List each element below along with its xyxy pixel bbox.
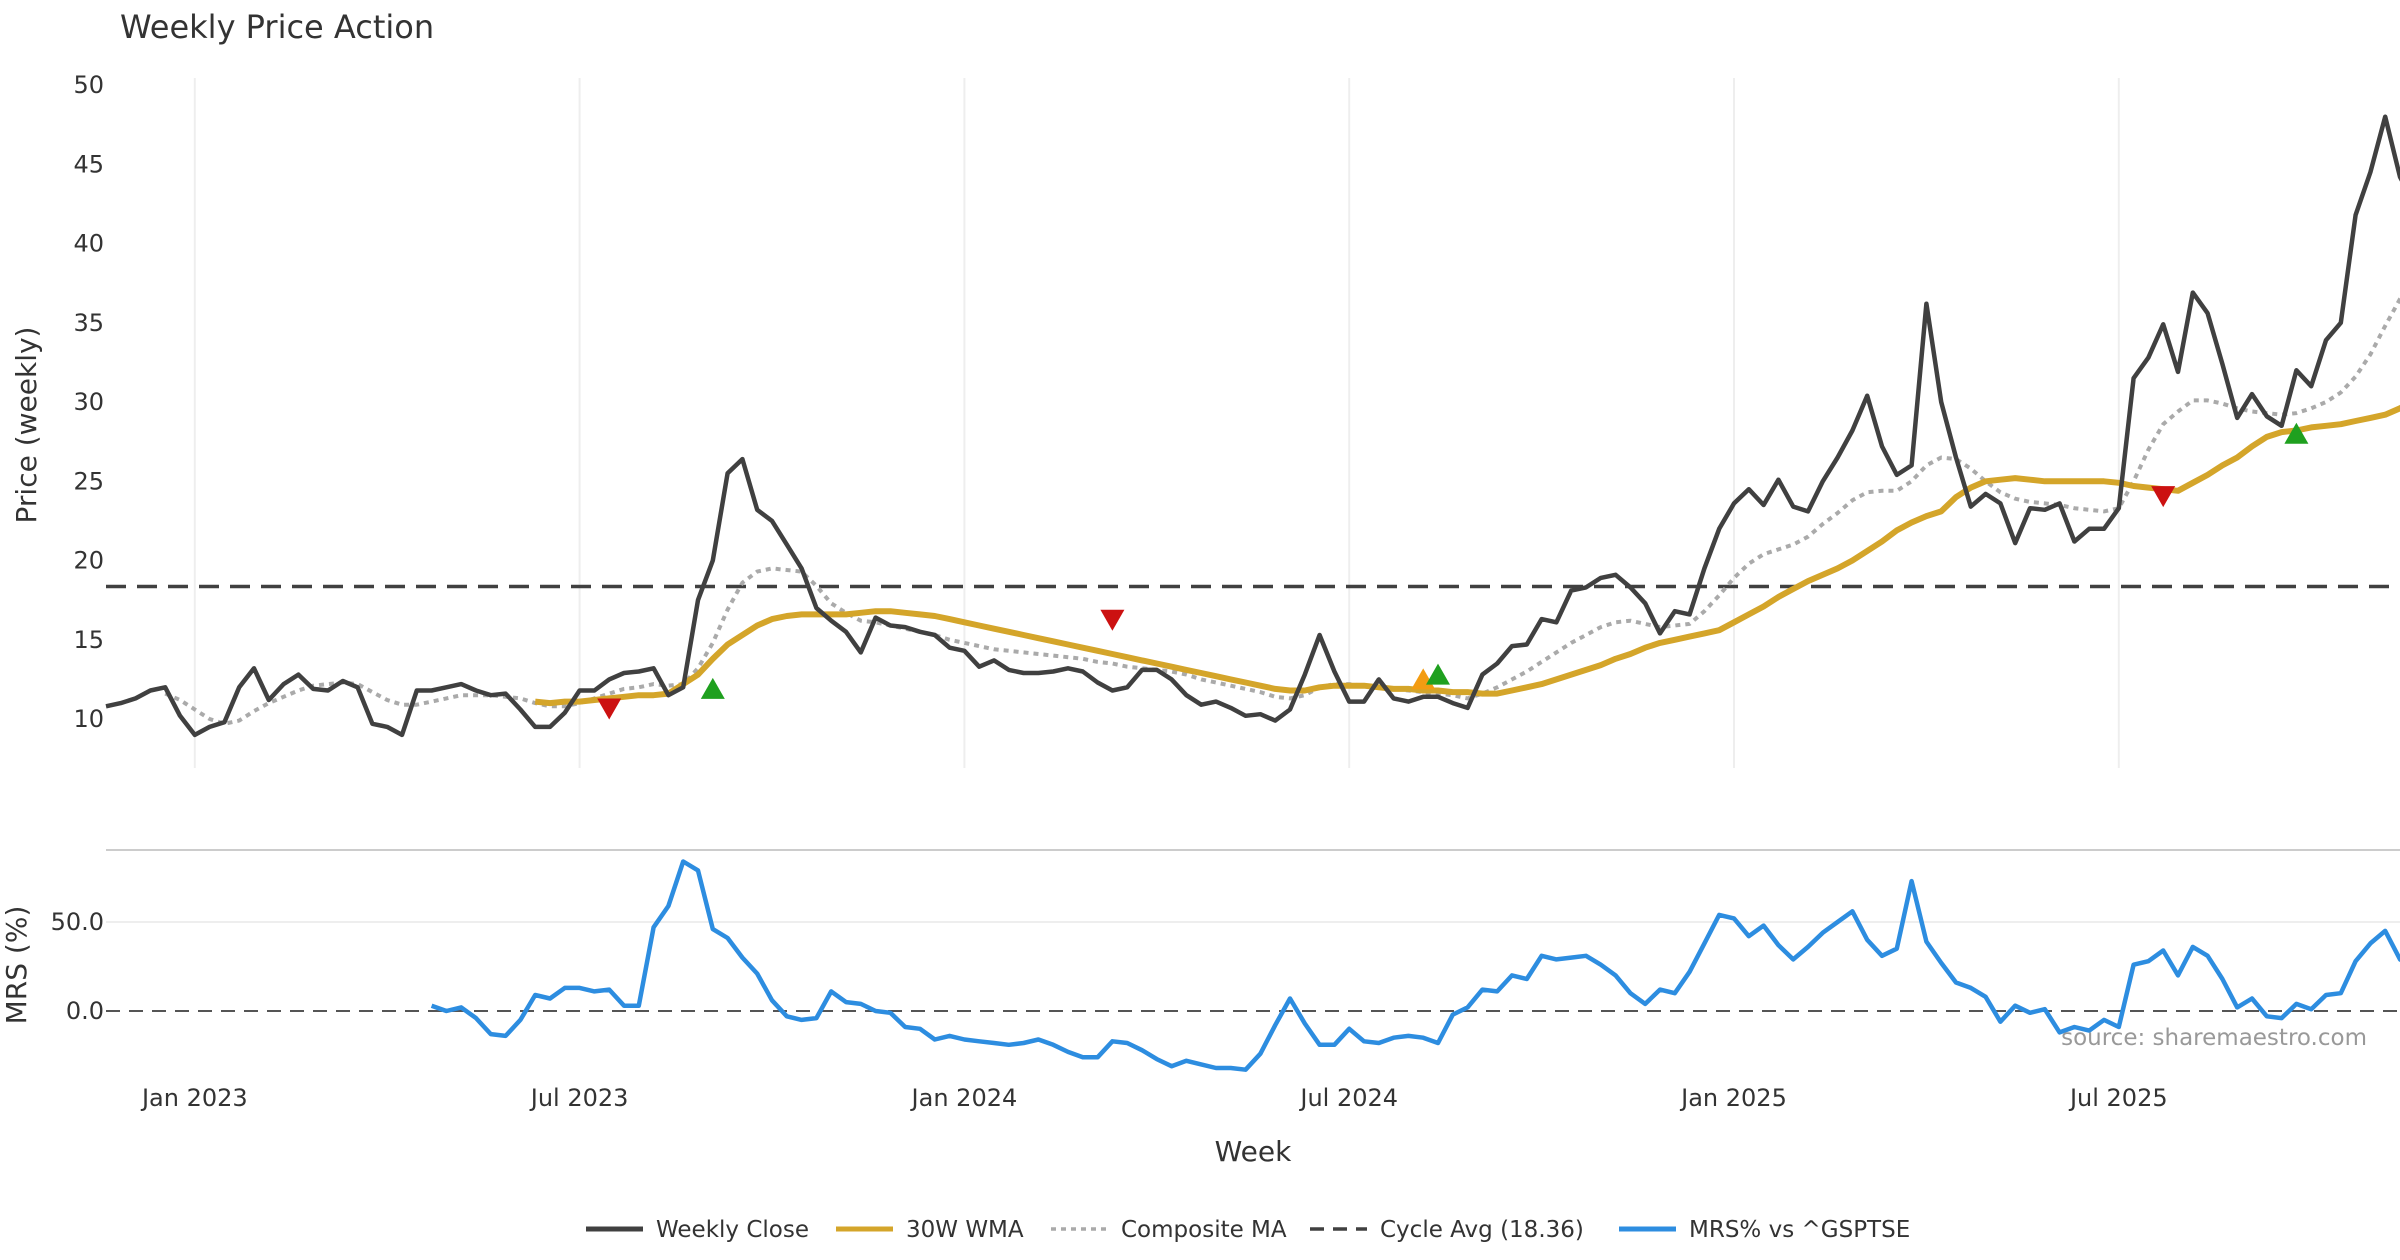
x-tick-label: Jul 2025 (2068, 1084, 2168, 1112)
legend-label: Composite MA (1121, 1217, 1287, 1243)
price-y-tick: 10 (73, 705, 104, 733)
x-tick-label: Jul 2024 (1298, 1084, 1398, 1112)
weekly-close-line (105, 114, 2400, 738)
mrs-panel: 0.0 50.0 MRS (%) source: sharemaestro.com (0, 859, 2400, 1072)
price-x-gridlines (193, 78, 2120, 768)
chart-title: Weekly Price Action (120, 8, 434, 46)
x-tick-labels: Jan 2023 Jul 2023 Jan 2024 Jul 2024 Jan 2025… (140, 1084, 2168, 1112)
buy-signal-marker (1426, 663, 1450, 685)
wma-30w-line (534, 404, 2400, 707)
legend-label: Weekly Close (656, 1217, 809, 1243)
mrs-y-axis-label: MRS (%) (0, 906, 33, 1025)
signal-markers (597, 422, 2309, 720)
x-tick-label: Jul 2023 (529, 1084, 629, 1112)
price-y-tick-labels: 10 15 20 25 30 35 40 45 50 (73, 71, 104, 733)
sell-signal-marker (1100, 609, 1125, 631)
x-tick-label: Jan 2023 (140, 1084, 248, 1112)
mrs-line (430, 859, 2400, 1072)
price-y-tick: 35 (73, 309, 104, 337)
mrs-y-tick: 50.0 (51, 908, 104, 936)
price-y-tick: 50 (73, 71, 104, 99)
mrs-y-tick-labels: 0.0 50.0 (51, 908, 104, 1025)
buy-signal-marker (700, 677, 725, 699)
legend-label: 30W WMA (906, 1217, 1024, 1243)
source-note: source: sharemaestro.com (2061, 1025, 2367, 1051)
x-tick-label: Jan 2025 (1679, 1084, 1787, 1112)
sell-signal-marker (2151, 486, 2176, 508)
price-y-tick: 45 (73, 150, 104, 178)
x-axis-label: Week (1215, 1135, 1292, 1168)
price-y-tick: 30 (73, 388, 104, 416)
price-y-tick: 20 (73, 547, 104, 575)
x-tick-label: Jan 2024 (910, 1084, 1018, 1112)
legend: Weekly Close 30W WMA Composite MA Cycle Avg… (586, 1217, 1910, 1243)
price-y-tick: 15 (73, 626, 104, 654)
composite-ma-line (164, 296, 2400, 726)
legend-label: Cycle Avg (18.36) (1380, 1217, 1584, 1243)
mrs-y-tick: 0.0 (66, 997, 104, 1025)
buy-signal-marker (2284, 422, 2309, 444)
price-y-axis-label: Price (weekly) (10, 327, 43, 524)
sell-signal-marker (597, 698, 622, 720)
price-y-tick: 40 (73, 230, 104, 258)
price-panel: 10 15 20 25 30 35 40 45 50 Price (weekly) (10, 71, 2400, 768)
legend-label: MRS% vs ^GSPTSE (1689, 1217, 1910, 1243)
price-y-tick: 25 (73, 467, 104, 495)
